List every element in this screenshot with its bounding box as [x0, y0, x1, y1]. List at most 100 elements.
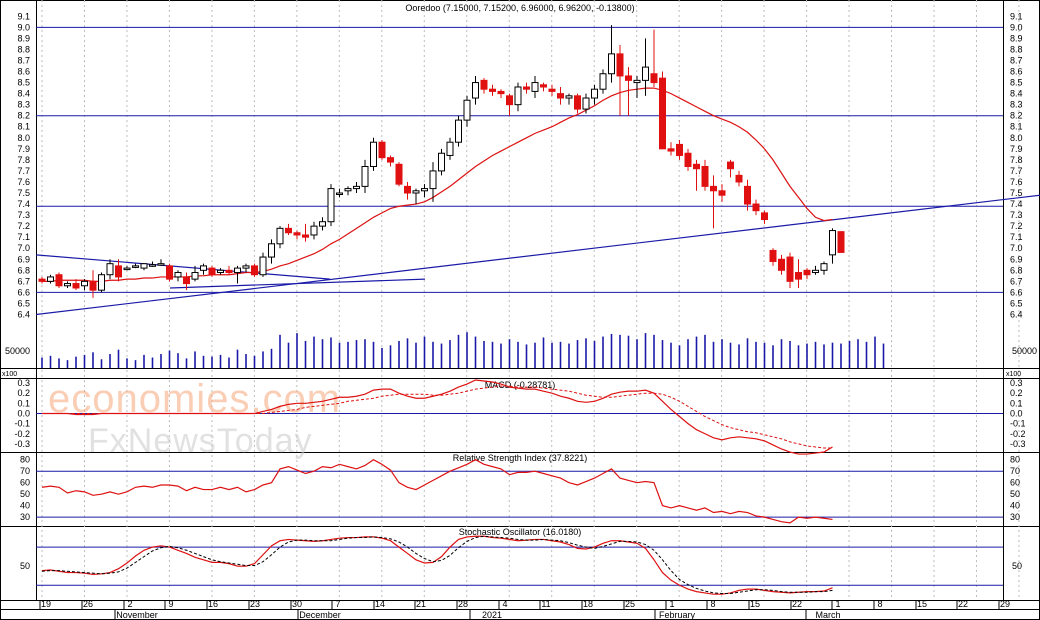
candle-body-up: [531, 82, 539, 92]
price-tick-label-left: 7.2: [17, 221, 30, 231]
candle: [744, 179, 751, 211]
candle-body-up: [429, 170, 437, 190]
candle: [404, 181, 411, 200]
candle-body-up: [582, 97, 590, 110]
candle: [174, 270, 182, 282]
rsi-panel-title: Relative Strength Index (37.8221): [453, 453, 588, 463]
candle: [710, 175, 717, 229]
price-tick-label-left: 7.5: [17, 188, 30, 198]
day-tick-label: 30: [292, 599, 302, 609]
price-tick-label-left: 7.7: [17, 166, 30, 176]
price-panel: 9.1 9.19.0 9.08.9 8.98.8 8.88.7 8.78.6 8.68.5 8…: [17, 11, 1040, 319]
candle: [251, 263, 258, 277]
candle: [344, 186, 352, 196]
candle: [64, 281, 71, 288]
candle: [574, 93, 581, 114]
day-tick-label: 15: [917, 599, 927, 609]
candle: [310, 221, 318, 240]
price-tick-label-left: 6.9: [17, 254, 30, 264]
candle-body-up: [217, 269, 224, 274]
candle: [302, 223, 309, 242]
candle: [540, 82, 547, 92]
price-tick-label-right: 6.5: [1010, 298, 1023, 308]
candle-body-up: [421, 188, 428, 192]
candle: [421, 184, 428, 198]
macd-tick-right: -0.3: [1010, 439, 1026, 449]
candle-body-down: [803, 269, 811, 276]
candle-body-up: [829, 230, 836, 256]
price-tick-label-left: 6.5: [17, 298, 30, 308]
macd-panel: 0.3 0.30.2 0.20.1 0.10.0 0.0-0.1 -0.1-0.2 -0.2…: [14, 378, 1026, 455]
candle-body-up: [319, 221, 326, 227]
price-tick-label-right: 8.1: [1010, 122, 1023, 132]
candle: [183, 272, 190, 291]
candle-body-up: [98, 274, 105, 291]
candle: [642, 38, 649, 96]
price-tick-label-left: 7.1: [17, 232, 30, 242]
candle-body-up: [438, 152, 445, 172]
candle: [701, 159, 709, 191]
day-tick-label: 4: [502, 599, 507, 609]
candle: [123, 265, 131, 271]
rsi-tick-left: 80: [20, 455, 30, 465]
price-tick-label-left: 7.0: [17, 243, 30, 253]
candle: [616, 45, 624, 116]
day-tick-label: 1: [669, 599, 674, 609]
candle-body-up: [633, 79, 641, 84]
day-tick-label: 9: [168, 599, 173, 609]
month-tick-label: March: [815, 610, 840, 620]
candle: [47, 274, 54, 284]
candle-body-up: [200, 265, 207, 271]
day-tick-label: 26: [83, 599, 93, 609]
candle-body-up: [820, 263, 828, 271]
stochastic-tick-right: 50: [1012, 561, 1022, 571]
candle-body-up: [361, 166, 369, 187]
month-tick-label: December: [299, 610, 341, 620]
candle-body-down: [38, 278, 46, 282]
candle: [140, 263, 148, 271]
candle: [234, 265, 241, 284]
candle: [378, 139, 386, 160]
candle: [718, 184, 726, 202]
candle: [693, 159, 700, 191]
price-tick-label-right: 9.1: [1010, 11, 1023, 21]
candle: [106, 259, 114, 280]
stochastic-panel-title: Stochastic Oscillator (16.0180): [459, 527, 582, 537]
candle-body-up: [327, 188, 335, 223]
price-panel-title: Ooredoo (7.15000, 7.15200, 6.96000, 6.96…: [405, 3, 634, 13]
candle: [336, 188, 343, 198]
candle: [659, 71, 666, 150]
candle: [157, 259, 165, 266]
candle: [319, 217, 326, 231]
candle: [591, 84, 598, 105]
candle-body-up: [599, 73, 607, 90]
stochastic-tick-left: 50: [20, 561, 30, 571]
price-tick-label-left: 9.0: [17, 22, 30, 32]
candle: [506, 93, 513, 116]
candle: [472, 75, 479, 105]
candle: [676, 139, 683, 160]
candle: [514, 82, 522, 112]
price-tick-label-left: 8.2: [17, 111, 30, 121]
candle: [55, 272, 63, 288]
stochastic-k-line: [41, 535, 833, 595]
macd-tick-left: -0.3: [14, 439, 30, 449]
candle-body-down: [548, 88, 556, 92]
candle-body-down: [395, 163, 403, 185]
candle-body-down: [727, 161, 734, 170]
candle: [208, 265, 216, 277]
candle-body-up: [472, 82, 479, 99]
candle-body-down: [761, 212, 768, 221]
candle: [446, 137, 454, 160]
candle-body-up: [106, 263, 114, 276]
day-tick-label: 8: [877, 599, 882, 609]
volume-panel: 50000 50000 x100 x100: [2, 332, 1037, 378]
candle: [727, 159, 734, 178]
price-tick-label-left: 7.4: [17, 199, 30, 209]
candle-body-down: [710, 185, 717, 192]
volume-tick-right: 50000: [1012, 346, 1037, 356]
candle-body-down: [166, 265, 173, 280]
price-tick-label-left: 8.7: [17, 55, 30, 65]
moving-average-line: [42, 87, 833, 282]
macd-tick-right: 0.2: [1010, 388, 1023, 398]
